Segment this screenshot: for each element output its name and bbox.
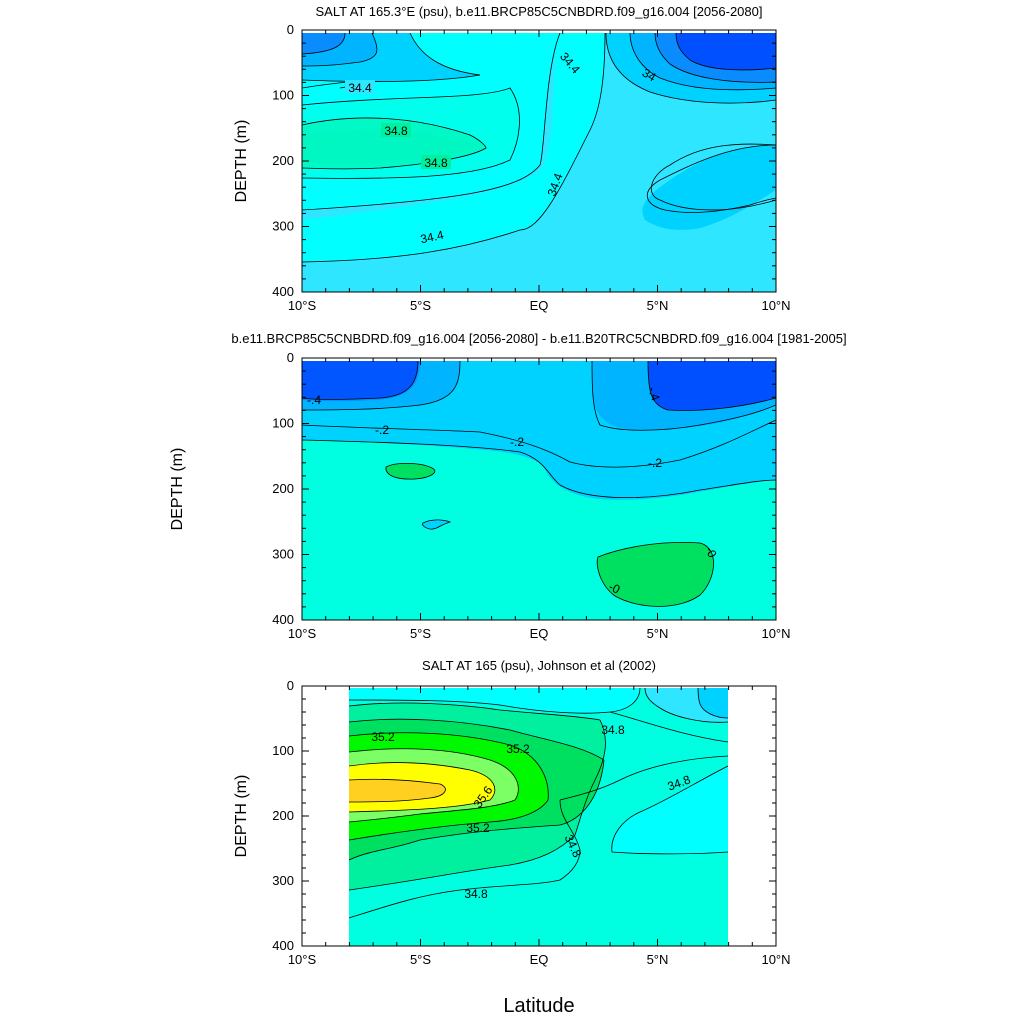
fill-darkblue-east xyxy=(648,361,776,411)
contour-label: 34.4 xyxy=(419,228,445,247)
contour-label: 34.4 xyxy=(348,81,372,95)
fill-sky-small xyxy=(422,519,450,530)
contour-lines-middle xyxy=(302,360,776,607)
panel-middle-fill xyxy=(302,358,776,620)
x-tick-label: EQ xyxy=(530,952,549,967)
y-tick-label: 300 xyxy=(272,873,294,888)
y-tick-label: 300 xyxy=(272,547,294,562)
figure-xlabel: Latitude xyxy=(503,995,574,1017)
contour-label: -.2 xyxy=(648,456,662,470)
fill-cyan-ne xyxy=(611,766,728,854)
panel-top-ylabel: DEPTH (m) xyxy=(233,120,250,203)
y-tick-label: 100 xyxy=(272,743,294,758)
y-tick-label: 300 xyxy=(272,219,294,234)
x-tick-label: 5°N xyxy=(647,626,669,641)
y-tick-label: 200 xyxy=(272,808,294,823)
y-tick-label: 0 xyxy=(287,678,294,693)
contour-label: -.2 xyxy=(510,435,524,449)
fill-green-blob-south xyxy=(385,463,435,480)
contour-label: 34.8 xyxy=(601,723,625,737)
contour-lines-bottom xyxy=(349,687,728,919)
panel-middle-title: b.e11.BRCP85C5CNBDRD.f09_g16.004 [2056-2… xyxy=(231,331,846,346)
y-tick-label: 400 xyxy=(272,612,294,627)
y-tick-label: 400 xyxy=(272,284,294,299)
fill-sky-ne-deep xyxy=(642,145,776,230)
x-tick-label: 10°S xyxy=(288,952,317,967)
fill-cyan-top xyxy=(349,688,640,714)
contour-label: 35.2 xyxy=(466,821,490,835)
panel-middle-axes: 10°S 5°S EQ 5°N 10°N 0 100 200 300 400 xyxy=(272,350,790,641)
fill-deepblue-west xyxy=(302,361,418,400)
panel-top-title: SALT AT 165.3°E (psu), b.e11.BRCP85C5CNB… xyxy=(316,4,763,19)
x-tick-label: 5°N xyxy=(647,298,669,313)
y-tick-label: 200 xyxy=(272,481,294,496)
x-tick-label: 5°S xyxy=(410,626,431,641)
contour-label: 34.8 xyxy=(424,156,448,170)
contour-label: -.2 xyxy=(375,423,389,437)
y-tick-label: 0 xyxy=(287,22,294,37)
y-tick-label: 400 xyxy=(272,938,294,953)
fill-midblue-sw xyxy=(302,33,345,54)
y-tick-label: 200 xyxy=(272,153,294,168)
panel-bottom-ylabel: DEPTH (m) xyxy=(233,775,250,858)
panel-top: SALT AT 165.3°E (psu), b.e11.BRCP85C5CNB… xyxy=(233,4,791,313)
y-tick-label: 0 xyxy=(287,350,294,365)
contour-line-bottom-right xyxy=(647,144,776,213)
fill-cyan-center xyxy=(302,33,605,262)
fill-gold-core xyxy=(370,783,442,797)
fill-blue-ne xyxy=(698,688,728,718)
x-tick-label: 10°N xyxy=(761,626,790,641)
fill-darkblue-ne xyxy=(676,33,776,70)
x-tick-label: 5°S xyxy=(410,952,431,967)
x-tick-label: 10°N xyxy=(761,298,790,313)
contour-label: -.4 xyxy=(645,385,663,403)
contour-label: -.4 xyxy=(307,393,321,407)
x-tick-label: EQ xyxy=(530,298,549,313)
panel-bottom-fill xyxy=(349,686,728,946)
x-tick-label: 10°S xyxy=(288,626,317,641)
x-tick-label: 5°S xyxy=(410,298,431,313)
panel-top-fill xyxy=(302,30,776,292)
y-tick-label: 100 xyxy=(272,88,294,103)
x-tick-label: EQ xyxy=(530,626,549,641)
panel-top-axes: 10°S 5°S EQ 5°N 10°N 0 100 200 300 400 xyxy=(272,22,790,313)
x-tick-label: 5°N xyxy=(647,952,669,967)
x-tick-label: 10°S xyxy=(288,298,317,313)
y-tick-label: 100 xyxy=(272,416,294,431)
contour-label: 34.8 xyxy=(384,124,408,138)
panel-middle: b.e11.BRCP85C5CNBDRD.f09_g16.004 [2056-2… xyxy=(169,331,847,641)
contour-label: 35.2 xyxy=(371,730,395,744)
panel-middle-ylabel: DEPTH (m) xyxy=(169,448,186,531)
fill-green-blob-east xyxy=(597,542,714,607)
panel-bottom-axes: 10°S 5°S EQ 5°N 10°N 0 100 200 300 400 xyxy=(272,678,790,967)
contour-label: 34 xyxy=(640,66,659,85)
x-tick-label: 10°N xyxy=(761,952,790,967)
contour-label: 34.8 xyxy=(464,887,488,901)
contour-label: 35.2 xyxy=(506,742,530,756)
panel-bottom: SALT AT 165 (psu), Johnson et al (2002) … xyxy=(233,658,791,967)
panel-bottom-title: SALT AT 165 (psu), Johnson et al (2002) xyxy=(422,658,656,673)
